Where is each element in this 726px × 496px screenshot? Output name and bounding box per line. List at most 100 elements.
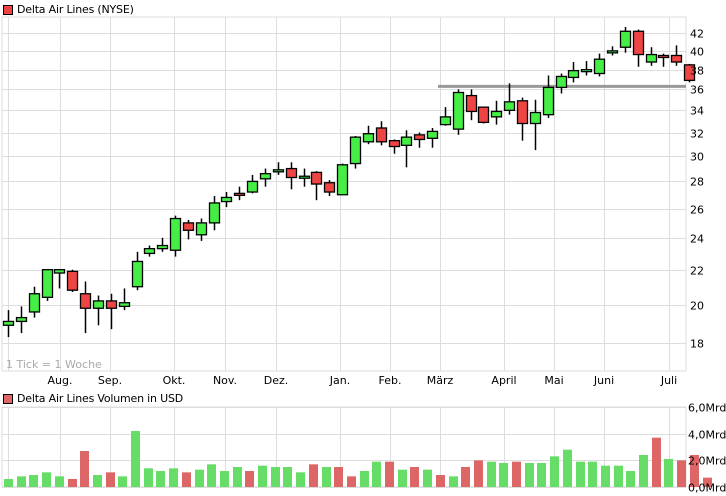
- volume-bar: [487, 461, 496, 487]
- y-tick-label: 26: [690, 204, 704, 217]
- x-tick-label: Nov.: [213, 374, 237, 387]
- volume-bar: [55, 476, 64, 487]
- volume-bar: [588, 461, 597, 487]
- x-tick-label: Dez.: [264, 374, 289, 387]
- volume-bar: [626, 471, 635, 487]
- candle: [529, 99, 542, 151]
- y-tick-label: 22: [690, 265, 704, 278]
- y-tick-label: 32: [690, 128, 704, 141]
- candle: [657, 53, 670, 67]
- volume-bar: [525, 463, 534, 487]
- candle: [118, 288, 131, 311]
- volume-bar: [563, 449, 572, 487]
- price-candles: [2, 26, 696, 338]
- candle: [156, 237, 169, 252]
- volume-bar: [677, 460, 686, 487]
- volume-legend-label: Delta Air Lines Volumen in USD: [17, 392, 184, 405]
- y-tick-label: 34: [690, 105, 704, 118]
- candle: [426, 127, 439, 148]
- candle: [683, 63, 696, 83]
- candle: [349, 135, 362, 169]
- candle: [310, 171, 323, 201]
- volume-bar: [93, 475, 102, 487]
- volume-bar: [233, 467, 242, 487]
- volume-bar: [42, 472, 51, 487]
- volume-bar: [220, 471, 229, 487]
- volume-bar: [68, 479, 77, 487]
- y-tick-label: 42: [690, 28, 704, 41]
- candle: [388, 139, 401, 154]
- candle: [490, 100, 503, 125]
- candle: [28, 286, 41, 318]
- volume-bar: [309, 464, 318, 487]
- candle: [375, 121, 388, 146]
- volume-bar: [576, 461, 585, 487]
- volume-bar: [80, 451, 89, 487]
- volume-bars: [4, 431, 712, 487]
- x-tick-label: Mai: [544, 374, 563, 387]
- y-tick-label: 40: [690, 46, 704, 59]
- candle: [272, 162, 285, 175]
- volume-bar: [144, 468, 153, 487]
- volume-bar: [334, 467, 343, 487]
- candle: [169, 215, 182, 257]
- volume-bar: [195, 469, 204, 487]
- volume-bar: [322, 467, 331, 487]
- volume-bar: [4, 479, 13, 487]
- volume-legend-swatch: [3, 393, 13, 404]
- volume-bar: [652, 437, 661, 487]
- price-legend-label: Delta Air Lines (NYSE): [17, 3, 134, 16]
- volume-bar: [639, 455, 648, 487]
- x-tick-label: Juni: [593, 374, 614, 387]
- candle: [220, 192, 233, 208]
- candle: [542, 75, 555, 118]
- x-tick-label: April: [491, 374, 516, 387]
- candle: [645, 47, 658, 66]
- volume-bar: [664, 459, 673, 487]
- volume-bar: [360, 471, 369, 487]
- y-tick-label: 36: [690, 84, 704, 97]
- volume-legend: Delta Air Lines Volumen in USD: [3, 392, 183, 405]
- candle: [670, 45, 683, 66]
- price-legend: Delta Air Lines (NYSE): [3, 3, 134, 16]
- candle: [298, 168, 311, 187]
- candle: [195, 218, 208, 241]
- y-tick-label: 30: [690, 151, 704, 164]
- x-tick-label: Okt.: [163, 374, 186, 387]
- candle: [246, 174, 259, 194]
- volume-bar: [614, 465, 623, 487]
- volume-bar: [703, 477, 712, 487]
- volume-bar: [283, 467, 292, 487]
- y-tick-label: 24: [690, 233, 704, 246]
- volume-tick-label: 2,0Mrd: [688, 455, 726, 468]
- x-tick-label: Sep.: [98, 374, 122, 387]
- volume-bar: [106, 472, 115, 487]
- candle: [131, 251, 144, 291]
- x-tick-label: Jan.: [329, 374, 350, 387]
- candle: [400, 130, 413, 168]
- volume-bar: [245, 471, 254, 487]
- candle: [632, 29, 645, 67]
- volume-bar: [17, 476, 26, 487]
- candle: [259, 168, 272, 187]
- y-tick-label: 20: [690, 300, 704, 313]
- y-tick-label: 38: [690, 65, 704, 78]
- candle: [79, 281, 92, 334]
- volume-bar: [258, 465, 267, 487]
- candle: [92, 295, 105, 326]
- tick-interval-note: 1 Tick = 1 Woche: [6, 358, 102, 371]
- x-axis-labels: Aug. Sep. Okt. Nov. Dez. Jan. Feb. März April Mai…: [48, 374, 678, 387]
- candle: [503, 83, 516, 115]
- candle: [41, 269, 54, 301]
- x-tick-label: Juli: [660, 374, 677, 387]
- candle: [53, 269, 66, 289]
- candle: [208, 196, 221, 231]
- x-tick-label: März: [427, 374, 454, 387]
- candle: [593, 53, 606, 77]
- volume-bar: [271, 467, 280, 487]
- candle: [323, 180, 336, 197]
- volume-bar: [474, 460, 483, 487]
- volume-bar: [296, 472, 305, 487]
- candle: [2, 310, 15, 338]
